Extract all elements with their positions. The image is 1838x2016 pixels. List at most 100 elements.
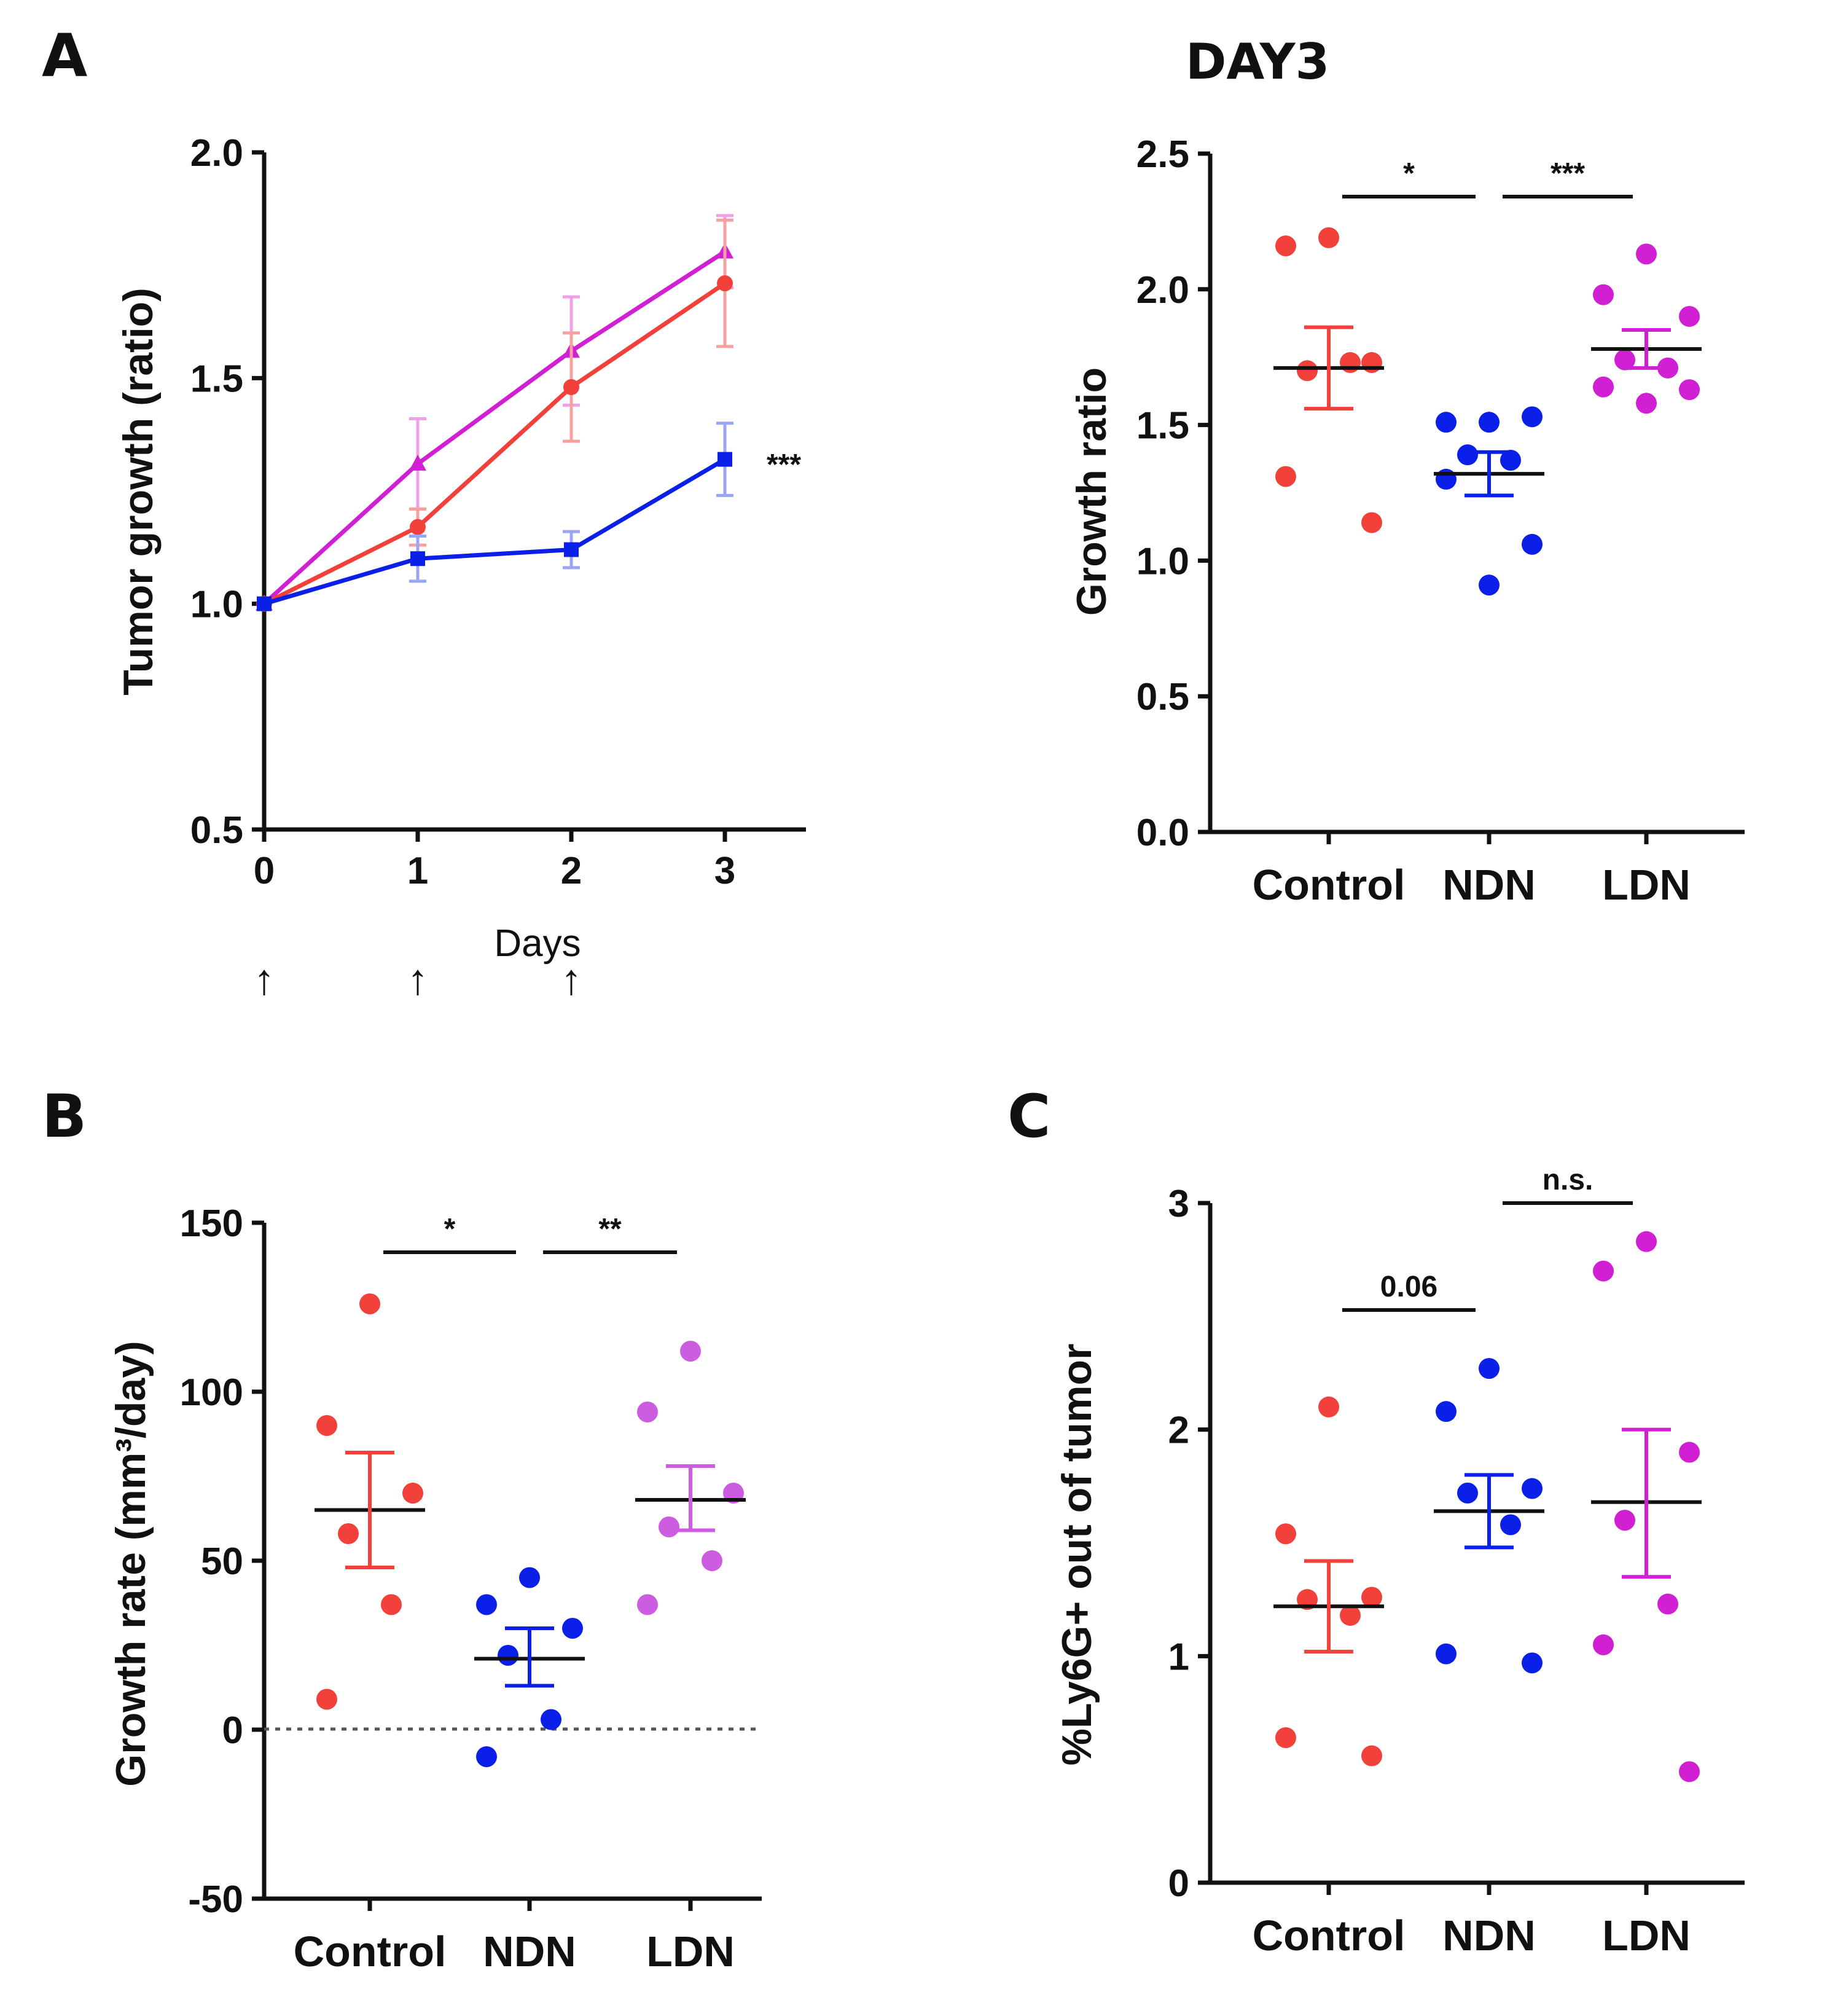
chart-c-point-ldn bbox=[1657, 1593, 1678, 1615]
chart-a-series-line-ndn bbox=[264, 457, 726, 606]
chart-c-point-control bbox=[1275, 1523, 1296, 1545]
chart-c-point-control bbox=[1361, 1587, 1382, 1608]
chart-day3-category-label: LDN bbox=[1602, 861, 1691, 909]
chart-c-point-ndn bbox=[1436, 1643, 1457, 1665]
chart-b-growth-rate: Growth rate (mm³/day) -50 0 50 100 150 Contro… bbox=[108, 1202, 762, 1975]
chart-c-category-label: Control bbox=[1253, 1912, 1406, 1959]
chart-a-point-ndn bbox=[257, 596, 272, 611]
chart-b-y-tick-label: 50 bbox=[201, 1540, 243, 1583]
chart-c-point-ndn bbox=[1522, 1652, 1543, 1674]
chart-a-y-tick-label: 2.0 bbox=[190, 132, 243, 175]
chart-a-series-line-ldn bbox=[262, 249, 726, 606]
chart-b-point-ndn bbox=[541, 1709, 561, 1730]
chart-a-x-tick-label: 2 bbox=[561, 850, 582, 892]
chart-day3-point-control bbox=[1361, 512, 1382, 533]
chart-c-point-ndn bbox=[1457, 1482, 1478, 1504]
chart-day3-title: DAY3 bbox=[1186, 33, 1329, 90]
chart-a-point-ndn bbox=[564, 542, 579, 557]
chart-b-point-ldn bbox=[680, 1341, 701, 1362]
chart-a-significance-label: *** bbox=[767, 449, 801, 481]
chart-b-category-label: Control bbox=[294, 1928, 447, 1975]
chart-c-point-control bbox=[1275, 1727, 1296, 1749]
chart-a-y-tick-label: 1.5 bbox=[190, 358, 243, 400]
chart-b-category-label: LDN bbox=[646, 1928, 735, 1975]
chart-c-y-tick-label: 0 bbox=[1168, 1862, 1189, 1905]
chart-c-significance-label: n.s. bbox=[1543, 1164, 1594, 1196]
chart-c-category-label: NDN bbox=[1442, 1912, 1536, 1959]
chart-b-y-tick-label: 150 bbox=[180, 1202, 243, 1245]
chart-b-point-ndn bbox=[562, 1618, 583, 1639]
chart-a-x-tick-label: 3 bbox=[714, 850, 735, 892]
chart-b-significance-label: * bbox=[444, 1213, 456, 1245]
chart-day3-point-ndn bbox=[1500, 450, 1521, 471]
chart-c-point-ldn bbox=[1679, 1441, 1700, 1463]
chart-b-point-control bbox=[359, 1293, 380, 1314]
chart-day3-point-control bbox=[1340, 352, 1361, 374]
chart-day3-y-tick-label: 0.5 bbox=[1136, 676, 1189, 718]
chart-day3-point-ndn bbox=[1479, 412, 1500, 433]
chart-a-series-line-control bbox=[263, 281, 726, 606]
panel-letter-c: C bbox=[1007, 1082, 1050, 1151]
chart-a-tumor-growth: Tumor growth (ratio) Days *** 0.5 1.0 1.5 2… bbox=[115, 132, 806, 1003]
chart-c-point-ldn bbox=[1679, 1761, 1700, 1783]
chart-a-point-control bbox=[410, 519, 426, 535]
chart-day3-significance-label: *** bbox=[1551, 157, 1585, 190]
chart-a-point-ldn bbox=[409, 454, 426, 471]
chart-day3-point-ldn bbox=[1614, 349, 1635, 371]
chart-day3-y-tick-label: 0.0 bbox=[1136, 812, 1189, 854]
chart-day3-category-label: NDN bbox=[1442, 861, 1536, 909]
panel-letter-a: A bbox=[42, 22, 87, 90]
chart-day3-y-tick-label: 1.0 bbox=[1136, 540, 1189, 582]
chart-b-point-ldn bbox=[702, 1550, 722, 1571]
chart-c-point-control bbox=[1318, 1396, 1339, 1418]
treatment-arrow-icon: ↑ bbox=[254, 955, 275, 1003]
chart-day3-point-control bbox=[1275, 466, 1296, 487]
chart-a-point-ndn bbox=[410, 551, 425, 567]
chart-day3-point-ndn bbox=[1436, 412, 1457, 433]
chart-a-y-tick-label: 1.0 bbox=[190, 584, 243, 626]
chart-day3-point-ldn bbox=[1679, 305, 1700, 327]
chart-a-x-tick-label: 0 bbox=[254, 850, 275, 892]
chart-b-point-ldn bbox=[637, 1594, 658, 1615]
chart-a-point-control bbox=[717, 275, 733, 292]
chart-b-point-ndn bbox=[519, 1567, 540, 1588]
treatment-arrow-icon: ↑ bbox=[561, 955, 582, 1003]
chart-day3-point-control bbox=[1275, 235, 1296, 257]
chart-c-point-ldn bbox=[1593, 1260, 1614, 1282]
chart-c-y-tick-label: 3 bbox=[1168, 1183, 1189, 1225]
chart-day3-point-ldn bbox=[1636, 393, 1657, 414]
chart-day3-y-tick-label: 2.5 bbox=[1136, 133, 1189, 176]
chart-day3-point-control bbox=[1361, 352, 1382, 374]
chart-day3-point-ldn bbox=[1593, 284, 1614, 305]
chart-c-point-ldn bbox=[1593, 1634, 1614, 1655]
chart-day3-point-ndn bbox=[1522, 533, 1543, 555]
chart-b-point-ndn bbox=[476, 1594, 497, 1615]
chart-day3-significance-label: * bbox=[1403, 157, 1415, 190]
chart-b-category-label: NDN bbox=[483, 1928, 576, 1975]
chart-day3-growth-ratio: DAY3 Growth ratio 0.0 0.5 1.0 1.5 2.0 2.5 Cont… bbox=[1068, 33, 1745, 909]
chart-c-point-control bbox=[1340, 1604, 1361, 1626]
chart-day3-point-ndn bbox=[1457, 444, 1478, 466]
chart-day3-y-tick-label: 2.0 bbox=[1136, 269, 1189, 312]
chart-day3-point-ldn bbox=[1636, 243, 1657, 265]
chart-b-y-tick-label: 0 bbox=[222, 1709, 243, 1752]
chart-c-point-ldn bbox=[1636, 1231, 1657, 1252]
chart-day3-point-ndn bbox=[1436, 468, 1457, 490]
chart-b-point-control bbox=[316, 1688, 337, 1710]
chart-c-point-control bbox=[1361, 1745, 1382, 1767]
chart-c-point-ndn bbox=[1479, 1358, 1500, 1379]
chart-b-point-ldn bbox=[637, 1402, 658, 1422]
chart-day3-point-ldn bbox=[1593, 376, 1614, 398]
treatment-arrow-icon: ↑ bbox=[407, 955, 429, 1003]
chart-c-point-ndn bbox=[1522, 1478, 1543, 1499]
chart-day3-point-control bbox=[1297, 360, 1318, 382]
chart-c-point-ndn bbox=[1436, 1401, 1457, 1422]
chart-a-point-ndn bbox=[718, 452, 732, 467]
chart-b-significance-label: ** bbox=[598, 1213, 622, 1245]
chart-b-point-control bbox=[381, 1594, 402, 1615]
chart-a-y-tick-label: 0.5 bbox=[190, 809, 243, 852]
chart-b-point-ndn bbox=[476, 1746, 497, 1767]
chart-day3-category-label: Control bbox=[1253, 861, 1406, 909]
chart-c-point-ldn bbox=[1614, 1510, 1635, 1531]
chart-day3-point-control bbox=[1318, 227, 1339, 248]
